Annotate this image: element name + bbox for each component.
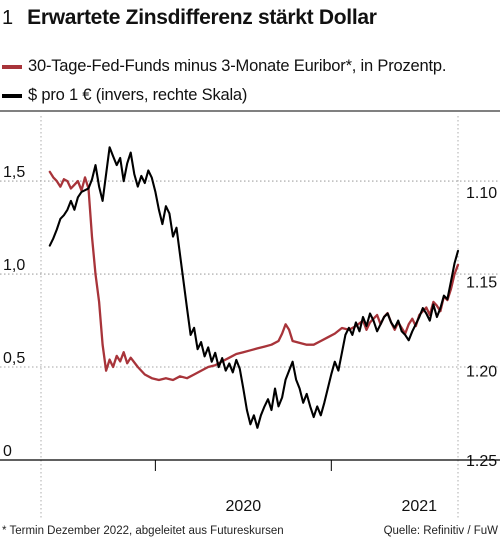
legend: 30-Tage-Fed-Funds minus 3-Monate Euribor… xyxy=(2,52,446,110)
x-axis: 2020 2021 xyxy=(154,460,437,515)
y-axis-left: 1,5 1,0 0,5 0 xyxy=(3,164,25,460)
y-right-tick-label: 1.10 xyxy=(466,185,497,202)
source-note: Quelle: Refinitiv / FuW xyxy=(383,525,498,537)
grid-lines xyxy=(0,180,500,368)
legend-swatch-spread xyxy=(2,64,22,69)
y-left-tick-label: 0 xyxy=(3,443,12,460)
legend-item-eurusd: $ pro 1 € (invers, rechte Skala) xyxy=(2,81,446,110)
legend-swatch-eurusd xyxy=(2,93,22,98)
title-row: 1 Erwartete Zinsdifferenz stärkt Dollar xyxy=(2,6,377,30)
y-left-tick-label: 1,0 xyxy=(3,257,25,274)
legend-label-eurusd: $ pro 1 € (invers, rechte Skala) xyxy=(28,86,248,104)
legend-item-spread: 30-Tage-Fed-Funds minus 3-Monate Euribor… xyxy=(2,52,446,81)
figure-number: 1 xyxy=(2,7,14,29)
y-left-tick-label: 1,5 xyxy=(3,164,25,181)
y-left-tick-label: 0,5 xyxy=(3,350,25,367)
y-right-tick-label: 1.15 xyxy=(466,274,497,291)
footnote: * Termin Dezember 2022, abgeleitet aus F… xyxy=(2,525,284,537)
x-tick-label: 2020 xyxy=(226,498,262,515)
series-line-eurusd xyxy=(48,146,460,429)
chart-title: Erwartete Zinsdifferenz stärkt Dollar xyxy=(27,6,377,29)
y-right-tick-label: 1.25 xyxy=(466,453,497,470)
y-axis-right: 1.10 1.15 1.20 1.25 xyxy=(466,185,497,470)
series-line-spread xyxy=(48,170,460,382)
x-tick-label: 2021 xyxy=(401,498,437,515)
y-right-tick-label: 1.20 xyxy=(466,364,497,381)
series-group xyxy=(48,146,460,429)
legend-label-spread: 30-Tage-Fed-Funds minus 3-Monate Euribor… xyxy=(28,57,447,75)
